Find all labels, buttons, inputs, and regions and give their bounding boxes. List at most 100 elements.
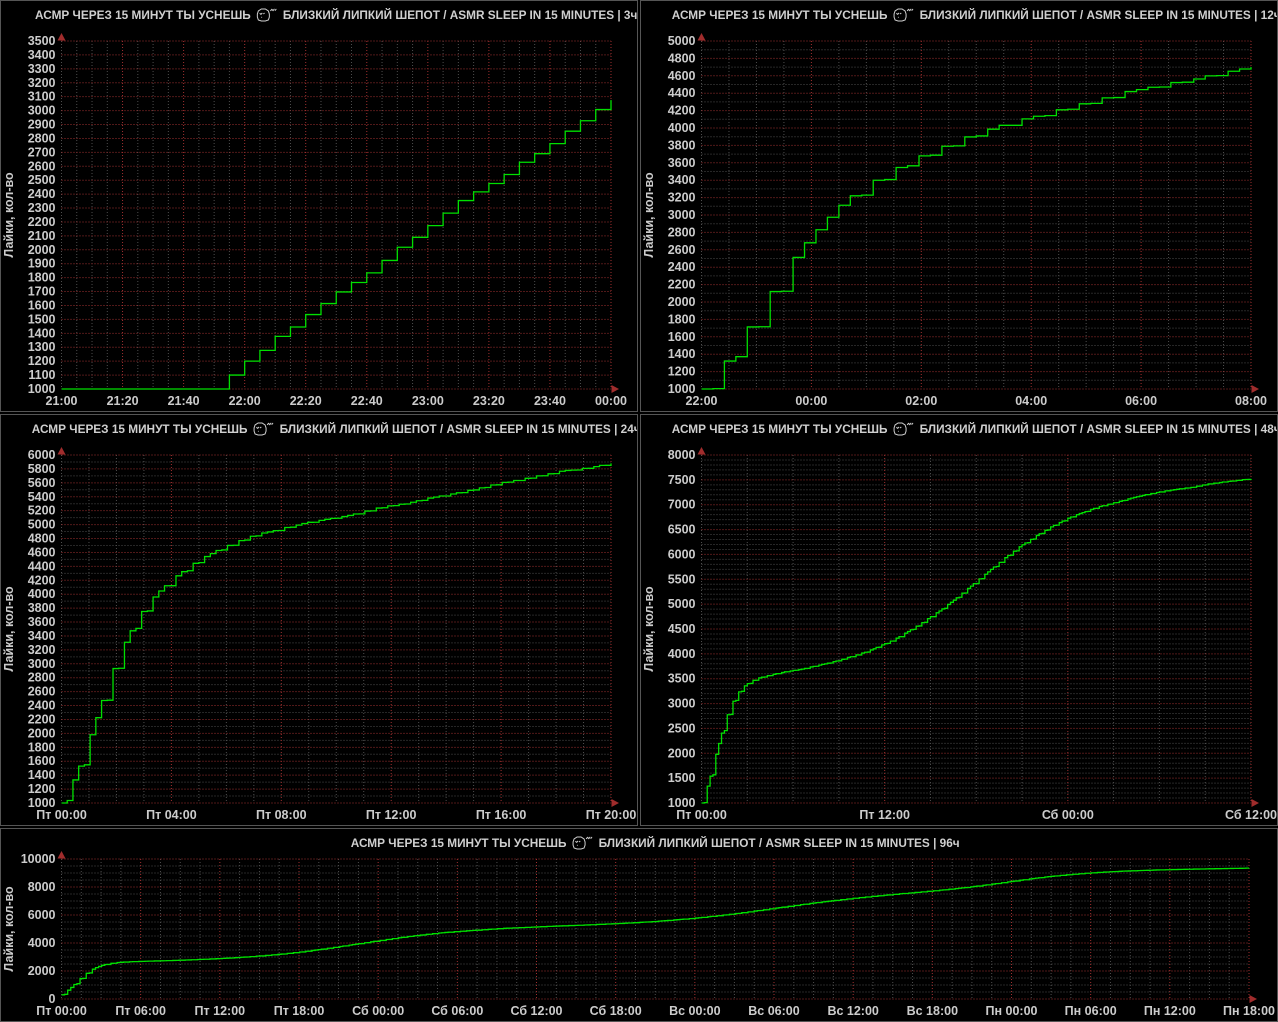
svg-text:5000: 5000 (668, 597, 696, 611)
svg-text:Пт 20:00: Пт 20:00 (586, 808, 637, 822)
svg-text:3400: 3400 (28, 48, 56, 62)
svg-text:3200: 3200 (28, 643, 56, 657)
svg-text:2500: 2500 (28, 173, 56, 187)
svg-text:5500: 5500 (668, 572, 696, 586)
svg-text:3600: 3600 (668, 156, 696, 170)
svg-text:1800: 1800 (28, 740, 56, 754)
svg-text:3000: 3000 (28, 104, 56, 118)
svg-text:6000: 6000 (28, 908, 56, 922)
svg-text:БЛИЗКИЙ ЛИПКИЙ ШЕПОТ / ASMR SL: БЛИЗКИЙ ЛИПКИЙ ШЕПОТ / ASMR SLEEP IN 15 … (273, 422, 638, 436)
svg-text:Лайки, кол-во: Лайки, кол-во (2, 586, 16, 672)
svg-text:Сб 18:00: Сб 18:00 (590, 1004, 642, 1018)
svg-text:1600: 1600 (28, 298, 56, 312)
svg-text:1800: 1800 (28, 271, 56, 285)
svg-text:4500: 4500 (668, 622, 696, 636)
svg-text:4000: 4000 (668, 647, 696, 661)
svg-text:Лайки, кол-во: Лайки, кол-во (642, 586, 656, 672)
svg-text:2400: 2400 (28, 699, 56, 713)
svg-text:2400: 2400 (668, 260, 696, 274)
svg-text:2300: 2300 (28, 201, 56, 215)
svg-text:3300: 3300 (28, 62, 56, 76)
svg-text:3400: 3400 (668, 173, 696, 187)
svg-text:2600: 2600 (28, 685, 56, 699)
svg-text:6000: 6000 (668, 547, 696, 561)
svg-text:4200: 4200 (28, 573, 56, 587)
svg-text:2200: 2200 (28, 712, 56, 726)
svg-text:2500: 2500 (668, 721, 696, 735)
svg-text:Пт 00:00: Пт 00:00 (36, 808, 87, 822)
svg-text:3600: 3600 (28, 615, 56, 629)
svg-text:АСМР ЧЕРЕЗ 15 МИНУТ ТЫ УСНЕШЬ: АСМР ЧЕРЕЗ 15 МИНУТ ТЫ УСНЕШЬ (32, 422, 254, 436)
svg-text:3200: 3200 (28, 76, 56, 90)
svg-text:22:40: 22:40 (351, 394, 383, 408)
svg-text:5800: 5800 (28, 462, 56, 476)
svg-text:БЛИЗКИЙ ЛИПКИЙ ШЕПОТ / ASMR SL: БЛИЗКИЙ ЛИПКИЙ ШЕПОТ / ASMR SLEEP IN 15 … (592, 836, 960, 850)
svg-text:3500: 3500 (28, 34, 56, 48)
svg-text:1400: 1400 (668, 347, 696, 361)
svg-text:2800: 2800 (28, 671, 56, 685)
svg-text:Пт 06:00: Пт 06:00 (115, 1004, 166, 1018)
svg-text:Пт 08:00: Пт 08:00 (256, 808, 307, 822)
svg-text:АСМР ЧЕРЕЗ 15 МИНУТ ТЫ УСНЕШЬ: АСМР ЧЕРЕЗ 15 МИНУТ ТЫ УСНЕШЬ (672, 8, 894, 22)
svg-text:Вс 12:00: Вс 12:00 (827, 1004, 878, 1018)
svg-text:21:00: 21:00 (46, 394, 78, 408)
svg-text:5000: 5000 (28, 518, 56, 532)
svg-text:6500: 6500 (668, 523, 696, 537)
svg-text:4800: 4800 (28, 532, 56, 546)
svg-text:3000: 3000 (28, 657, 56, 671)
svg-text:2200: 2200 (28, 215, 56, 229)
svg-text:22:00: 22:00 (229, 394, 261, 408)
svg-text:2900: 2900 (28, 118, 56, 132)
svg-text:Пн 12:00: Пн 12:00 (1144, 1004, 1196, 1018)
svg-text:3400: 3400 (28, 629, 56, 643)
svg-text:2100: 2100 (28, 229, 56, 243)
svg-text:1600: 1600 (28, 754, 56, 768)
svg-text:2800: 2800 (28, 131, 56, 145)
svg-text:1400: 1400 (28, 768, 56, 782)
svg-text:08:00: 08:00 (1235, 394, 1267, 408)
svg-text:23:40: 23:40 (534, 394, 566, 408)
svg-text:1600: 1600 (668, 330, 696, 344)
svg-text:10000: 10000 (21, 852, 56, 866)
svg-text:5200: 5200 (28, 504, 56, 518)
svg-text:04:00: 04:00 (1015, 394, 1047, 408)
svg-text:Лайки, кол-во: Лайки, кол-во (2, 886, 16, 972)
svg-text:4000: 4000 (28, 936, 56, 950)
svg-text:7000: 7000 (668, 498, 696, 512)
svg-text:23:20: 23:20 (473, 394, 505, 408)
svg-text:2000: 2000 (28, 964, 56, 978)
svg-text:АСМР ЧЕРЕЗ 15 МИНУТ ТЫ УСНЕШЬ: АСМР ЧЕРЕЗ 15 МИНУТ ТЫ УСНЕШЬ (351, 836, 573, 850)
svg-text:4400: 4400 (668, 86, 696, 100)
svg-text:3500: 3500 (668, 672, 696, 686)
svg-text:06:00: 06:00 (1125, 394, 1157, 408)
svg-text:1200: 1200 (668, 365, 696, 379)
svg-text:1200: 1200 (28, 782, 56, 796)
svg-text:Пт 12:00: Пт 12:00 (195, 1004, 246, 1018)
svg-text:Вс 18:00: Вс 18:00 (907, 1004, 958, 1018)
svg-text:8000: 8000 (28, 880, 56, 894)
svg-text:Пт 12:00: Пт 12:00 (859, 808, 910, 822)
svg-text:1500: 1500 (668, 771, 696, 785)
svg-text:2000: 2000 (28, 726, 56, 740)
svg-text:БЛИЗКИЙ ЛИПКИЙ ШЕПОТ / ASMR SL: БЛИЗКИЙ ЛИПКИЙ ШЕПОТ / ASMR SLEEP IN 15 … (913, 8, 1278, 22)
svg-text:1900: 1900 (28, 257, 56, 271)
svg-text:4400: 4400 (28, 559, 56, 573)
svg-text:7500: 7500 (668, 473, 696, 487)
svg-text:Сб 00:00: Сб 00:00 (352, 1004, 404, 1018)
svg-text:21:40: 21:40 (168, 394, 200, 408)
svg-text:Пт 16:00: Пт 16:00 (476, 808, 527, 822)
svg-text:3800: 3800 (668, 138, 696, 152)
svg-text:1300: 1300 (28, 340, 56, 354)
svg-text:2700: 2700 (28, 145, 56, 159)
svg-text:2200: 2200 (668, 278, 696, 292)
svg-text:2600: 2600 (668, 243, 696, 257)
svg-text:2000: 2000 (668, 295, 696, 309)
svg-text:Лайки, кол-во: Лайки, кол-во (2, 172, 16, 258)
svg-text:22:20: 22:20 (290, 394, 322, 408)
svg-text:Пн 00:00: Пн 00:00 (986, 1004, 1038, 1018)
svg-text:3000: 3000 (668, 697, 696, 711)
svg-text:4200: 4200 (668, 104, 696, 118)
svg-text:Пн 06:00: Пн 06:00 (1065, 1004, 1117, 1018)
svg-text:АСМР ЧЕРЕЗ 15 МИНУТ ТЫ УСНЕШЬ: АСМР ЧЕРЕЗ 15 МИНУТ ТЫ УСНЕШЬ (35, 8, 257, 22)
svg-text:Пт 00:00: Пт 00:00 (676, 808, 727, 822)
